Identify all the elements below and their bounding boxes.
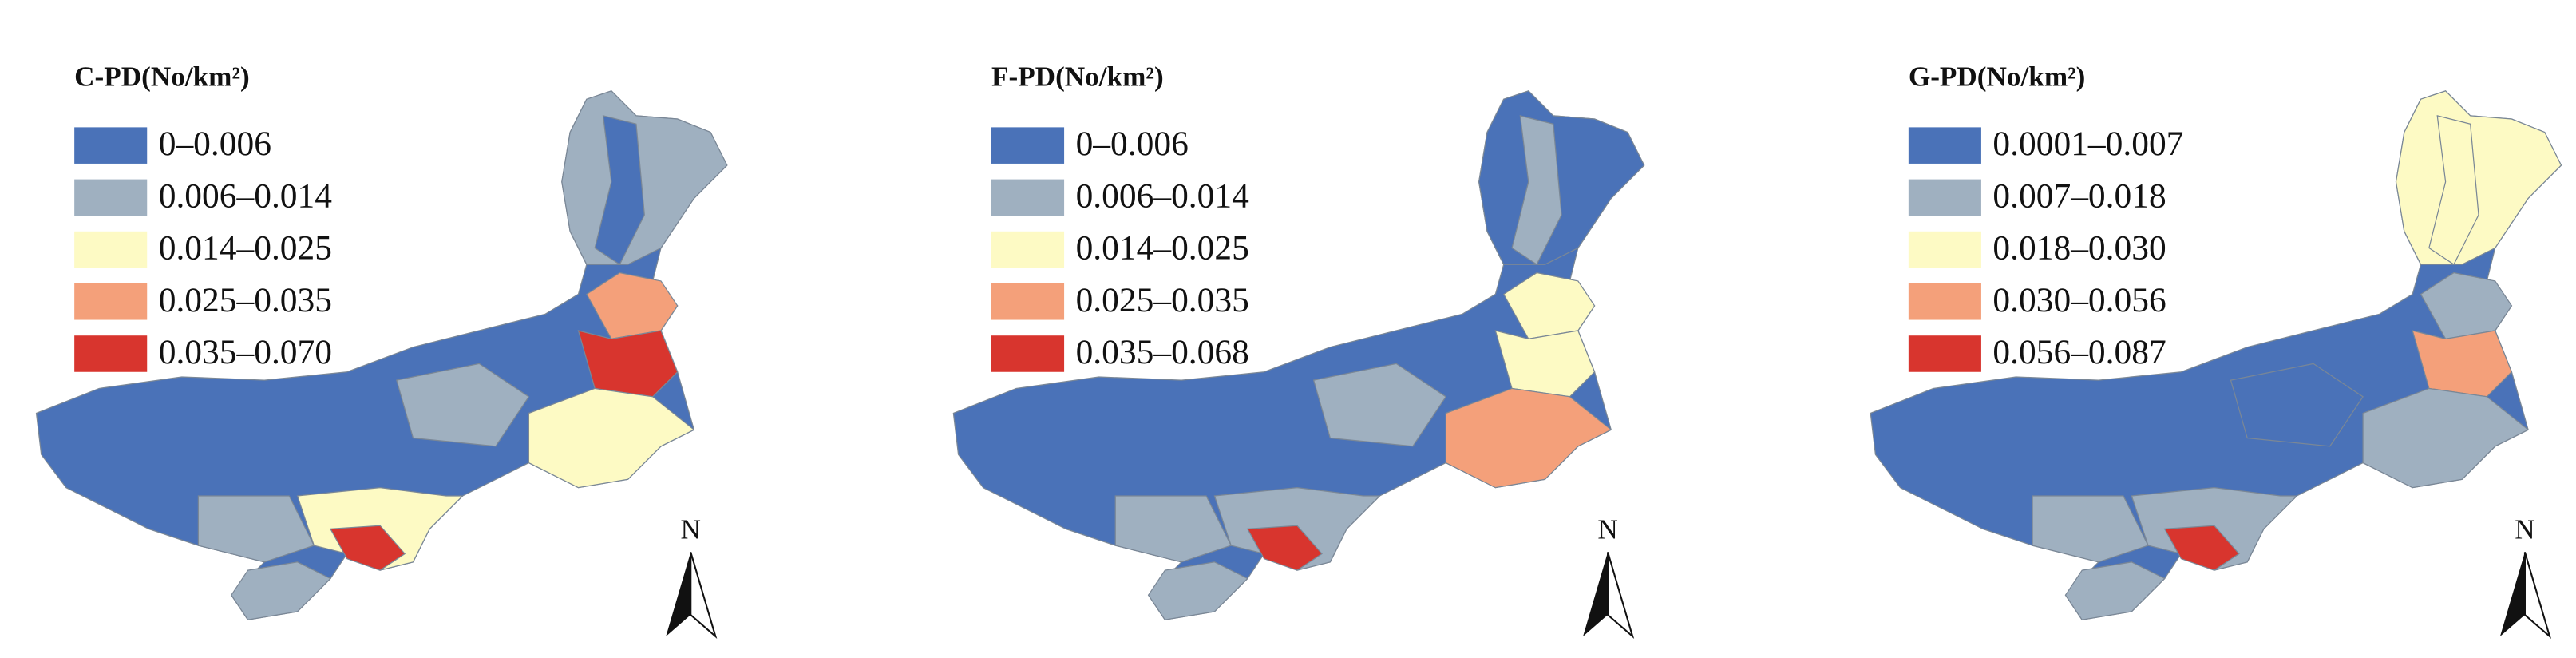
region-patch bbox=[396, 363, 530, 447]
map-panel: F-PD(No/km²) 0–0.006 0.006–0.014 0.014–0.02… bbox=[952, 61, 1645, 640]
legend-swatch bbox=[1908, 335, 1981, 372]
region-patch bbox=[2395, 90, 2562, 265]
legend-swatch bbox=[991, 127, 1065, 164]
legend-title: G-PD(No/km²) bbox=[1909, 61, 2086, 92]
legend-swatch bbox=[74, 127, 148, 164]
legend-label: 0.0001–0.007 bbox=[1992, 125, 2183, 163]
legend-title: F-PD(No/km²) bbox=[991, 61, 1164, 92]
region-patch bbox=[1312, 363, 1447, 447]
north-label: N bbox=[2515, 514, 2534, 545]
region-patch bbox=[1478, 90, 1645, 265]
legend-label: 0.035–0.068 bbox=[1076, 333, 1249, 371]
region-patch bbox=[197, 495, 315, 563]
legend-label: 0.025–0.035 bbox=[1076, 281, 1249, 319]
legend-label: 0–0.006 bbox=[1076, 125, 1189, 163]
region-patch bbox=[2428, 115, 2479, 266]
north-arrow-left bbox=[2499, 552, 2525, 636]
region-patch bbox=[1511, 115, 1562, 266]
legend-label: 0.035–0.070 bbox=[159, 333, 332, 371]
region-patch bbox=[2362, 387, 2530, 489]
region-patch bbox=[329, 525, 406, 571]
region-patch bbox=[2163, 525, 2240, 571]
north-arrow-left bbox=[666, 552, 691, 636]
north-label: N bbox=[1597, 514, 1617, 545]
region-patch bbox=[1114, 495, 1233, 563]
legend-label: 0–0.006 bbox=[159, 125, 271, 163]
legend-label: 0.025–0.035 bbox=[159, 281, 332, 319]
legend-swatch bbox=[991, 231, 1065, 268]
legend-label: 0.006–0.014 bbox=[1076, 176, 1250, 215]
region-patch bbox=[594, 115, 645, 266]
legend-label: 0.018–0.030 bbox=[1992, 229, 2166, 268]
region-patch bbox=[231, 561, 332, 620]
region-patch bbox=[1445, 387, 1612, 489]
legend-label: 0.014–0.025 bbox=[1076, 229, 1249, 268]
legend-label: 0.006–0.014 bbox=[159, 176, 333, 215]
legend-swatch bbox=[991, 179, 1065, 216]
legend-swatch bbox=[74, 179, 148, 216]
legend-title: C-PD(No/km²) bbox=[74, 61, 250, 92]
legend-swatch bbox=[991, 335, 1065, 372]
legend-swatch bbox=[74, 335, 148, 372]
north-arrow-right bbox=[690, 552, 718, 640]
north-arrow-left bbox=[1583, 552, 1609, 636]
map-panel: C-PD(No/km²) 0–0.006 0.006–0.014 0.014–0.02… bbox=[35, 61, 728, 640]
legend-swatch bbox=[991, 283, 1065, 320]
legend-swatch bbox=[74, 231, 148, 268]
legend-swatch bbox=[1908, 231, 1981, 268]
legend-swatch bbox=[1908, 127, 1981, 164]
legend-swatch bbox=[74, 283, 148, 320]
region-patch bbox=[528, 387, 695, 489]
region-patch bbox=[561, 90, 728, 265]
north-arrow-right bbox=[2523, 552, 2551, 640]
region-patch bbox=[2032, 495, 2149, 563]
region-patch bbox=[1246, 525, 1323, 571]
map-panel: G-PD(No/km²) 0.0001–0.007 0.007–0.018 0.018… bbox=[1870, 61, 2562, 640]
region-patch bbox=[2064, 561, 2166, 620]
legend-swatch bbox=[1908, 283, 1981, 320]
region-patch bbox=[1147, 561, 1248, 620]
legend-label: 0.014–0.025 bbox=[159, 229, 332, 268]
north-arrow-right bbox=[1607, 552, 1635, 640]
legend-swatch bbox=[1908, 179, 1981, 216]
region-patch bbox=[2230, 363, 2364, 447]
legend-label: 0.056–0.087 bbox=[1992, 333, 2166, 371]
legend-label: 0.030–0.056 bbox=[1992, 281, 2166, 319]
north-label: N bbox=[681, 514, 701, 545]
legend-label: 0.007–0.018 bbox=[1992, 176, 2166, 215]
